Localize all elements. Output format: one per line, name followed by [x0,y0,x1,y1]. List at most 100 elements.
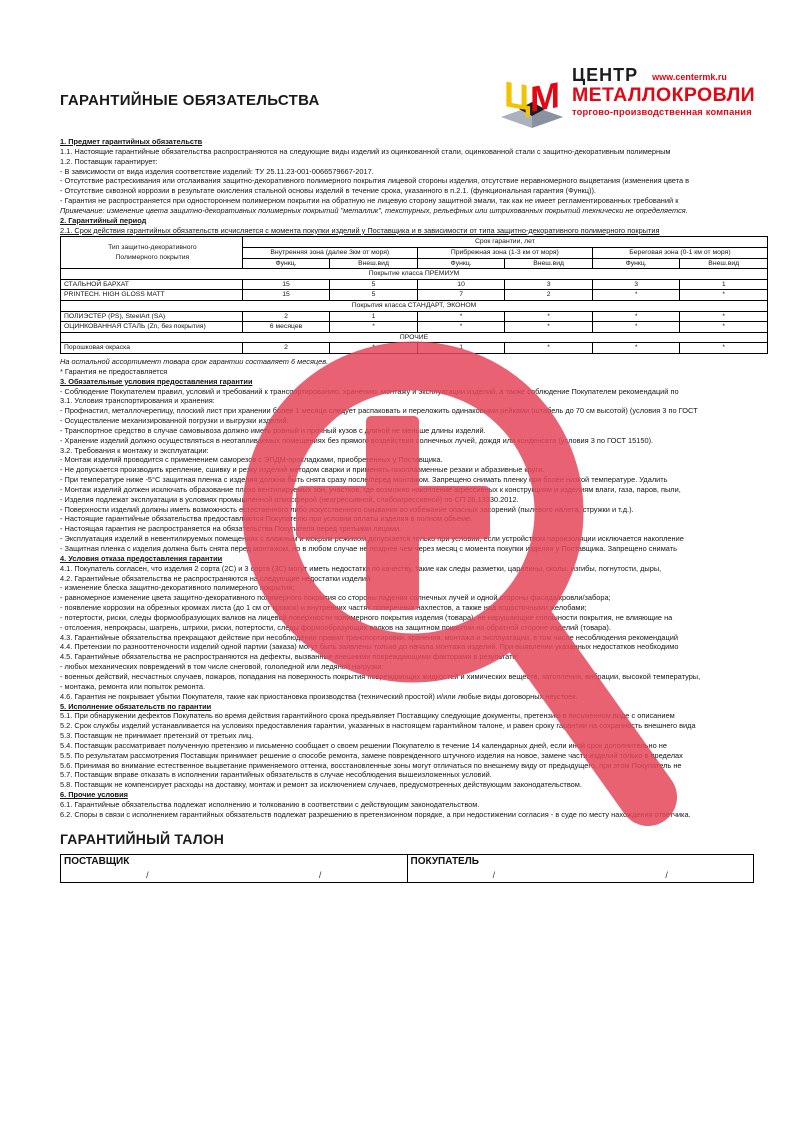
signature-slash: / [492,869,496,880]
doc-line: * Гарантия не предоставляется [60,366,168,376]
section-heading: 2. Гарантийный период [60,215,147,225]
logo-tagline: торгово-производственная компания [572,107,752,117]
warranty-value-cell: 15 [241,278,331,291]
doc-line: - Транспортное средство в случае самовыв… [60,425,486,435]
warranty-value-cell: 1 [416,342,506,354]
coating-name-cell: ОЦИНКОВАННАЯ СТАЛЬ (Zn, без покрытия) [60,321,243,333]
doc-line: 5.4. Поставщик рассматривает полученную … [60,740,667,750]
coating-class-row: ПРОЧИЕ [60,331,768,344]
svg-text:М: М [530,74,560,120]
supplier-signature-line: / / [61,869,406,882]
warranty-value-cell: 5 [329,289,418,301]
doc-line: - Гарантия не распространяется при однос… [60,196,679,206]
warranty-value-cell: * [591,289,681,301]
warranty-value-cell: 10 [416,278,506,291]
warranty-value-cell: * [504,321,593,333]
svg-text:Ц: Ц [504,73,531,118]
zone-header: Внутренняя зона (далее 3км от моря) [241,247,418,259]
doc-line: 1.2. Поставщик гарантирует: [60,156,158,166]
doc-line: - Монтаж изделий проводится с применение… [60,455,443,465]
doc-line: - В зависимости от вида изделия соответс… [60,166,374,176]
coupon-title: ГАРАНТИЙНЫЙ ТАЛОН [60,830,225,847]
doc-line: 4.2. Гарантийные обязательства не распро… [60,573,373,583]
sub-header: Функц. [241,257,331,270]
section-heading: 1. Предмет гарантийных обязательств [60,137,203,146]
warranty-value-cell: 3 [504,278,593,291]
doc-line: 1.1. Настоящие гарантийные обязательства… [60,146,671,156]
doc-line: 6.2. Споры в связи с исполнением гаранти… [60,809,691,819]
coating-name-cell: PRINTECH. HIGH GLOSS MATT [60,289,243,301]
doc-line: - равномерное изменение цвета защитно-де… [60,593,611,603]
section-heading: 3. Обязательные условия предоставления г… [60,376,253,386]
doc-line: - Эксплуатация изделий в невентилируемых… [60,534,684,544]
warranty-value-cell: * [591,321,681,333]
doc-line: 5.3. Поставщик не принимает претензий от… [60,731,254,741]
sub-header: Внеш.вид [329,257,418,270]
page-title: ГАРАНТИЙНЫЕ ОБЯЗАТЕЛЬСТВА [60,92,320,109]
signature-slash: / [318,869,322,880]
doc-line: - Монтаж изделий должен исключать образо… [60,484,681,494]
doc-line: 5.1. При обнаружении дефектов Покупатель… [60,711,675,721]
warranty-value-cell: * [591,310,681,323]
doc-line: - Хранение изделий должно осуществляться… [60,435,654,445]
warranty-coupon-table: ПОСТАВЩИК / / ПОКУПАТЕЛЬ / / [60,853,754,883]
doc-line: - любых механических повреждений в том ч… [60,662,384,672]
doc-line: На остальной ассортимент товара срок гар… [60,356,329,366]
warranty-value-cell: * [416,321,506,333]
doc-line: 5.5. По результатам рассмотрения Поставщ… [60,750,683,760]
warranty-value-cell: 15 [241,289,331,301]
doc-line: Примечание: изменение цвета защитно-деко… [60,205,688,215]
doc-line: 4.3. Гарантийные обязательства прекращаю… [60,632,678,642]
doc-line: - появление коррозии на обрезных кромках… [60,603,587,613]
doc-line: 5.2. Срок службы изделий устанавливается… [60,721,696,731]
coating-name-cell: Порошковая окраска [60,342,243,354]
doc-line: 4.1. Покупатель согласен, что изделия 2 … [60,563,662,573]
doc-line: - Отсутствие растрескивания или отслаива… [60,176,690,186]
coating-type-header: Тип защитно-декоративного Полимерного пок… [60,236,243,270]
doc-line: 3.1. Условия транспортирования и хранени… [60,396,215,406]
section-heading: 5. Исполнение обязательств по гарантии [60,701,212,711]
warranty-value-cell: 2 [504,289,593,301]
sub-header: Функц. [591,257,681,270]
doc-line: - Настоящая гарантия не распространяется… [60,524,402,534]
doc-line: - изменение блеска защитно-декоративного… [60,583,295,593]
signature-slash: / [146,869,149,880]
coupon-buyer-label: ПОКУПАТЕЛЬ [410,855,479,867]
doc-line: - Настоящие гарантийные обязательства пр… [60,514,473,524]
warranty-value-cell: * [416,310,506,323]
doc-line: - Не допускается производить крепление, … [60,465,545,475]
doc-line: 4.5. Гарантийные обязательства не распро… [60,652,519,662]
logo-cube-icon: Ц М [501,73,563,128]
warranty-value-cell: 2 [241,310,331,323]
doc-line: 5.6. Принимая во внимание естественное в… [60,760,682,770]
warranty-value-cell: * [679,321,768,333]
warranty-value-cell: * [679,289,768,301]
doc-line: - Отсутствие сквозной коррозии в результ… [60,186,596,196]
coating-class-row: Покрытие класса ПРЕМИУМ [60,268,768,280]
warranty-value-cell: 1 [329,310,418,323]
doc-line: 4.6. Гарантия не покрывает убытки Покупа… [60,691,578,701]
doc-line: - Соблюдение Покупателем правил, условий… [60,386,679,396]
warranty-value-cell: 5 [329,278,418,291]
sub-header: Функц. [416,257,506,270]
coating-class-row: Покрытия класса СТАНДАРТ, ЭКОНОМ [60,300,768,312]
sub-header: Внеш.вид [504,257,593,270]
doc-line: 5.8. Поставщик не компенсирует расходы н… [60,780,582,790]
section-heading: 4. Условия отказа предоставления гаранти… [60,553,223,563]
doc-line: 3.2. Требования к монтажу и эксплуатации… [60,445,209,455]
doc-line: 5.7. Поставщик вправе отказать в исполне… [60,770,492,780]
warranty-value-cell: 2 [241,342,331,354]
warranty-value-cell: * [679,342,768,354]
doc-line: - потертости, риски, следы формообразующ… [60,612,673,622]
warranty-value-cell: * [504,310,593,323]
warranty-value-cell: 1 [679,278,768,291]
doc-line: - Поверхности изделий должны иметь возмо… [60,504,634,514]
buyer-signature-line: / / [408,869,753,882]
doc-line: 2.1. Срок действия гарантийных обязатель… [60,225,660,235]
company-logo: Ц М ЦЕНТР www.centermk.ru МЕТАЛЛОКРОВЛИ … [500,64,792,134]
logo-company-name-line1: ЦЕНТР [572,65,639,85]
doc-line: - При температуре ниже -5°С защитная пле… [60,475,668,485]
doc-line: - монтажа, ремонта или попыток ремонта. [60,681,206,691]
signature-slash: / [665,869,668,880]
coupon-supplier-cell: ПОСТАВЩИК / / [60,853,408,883]
